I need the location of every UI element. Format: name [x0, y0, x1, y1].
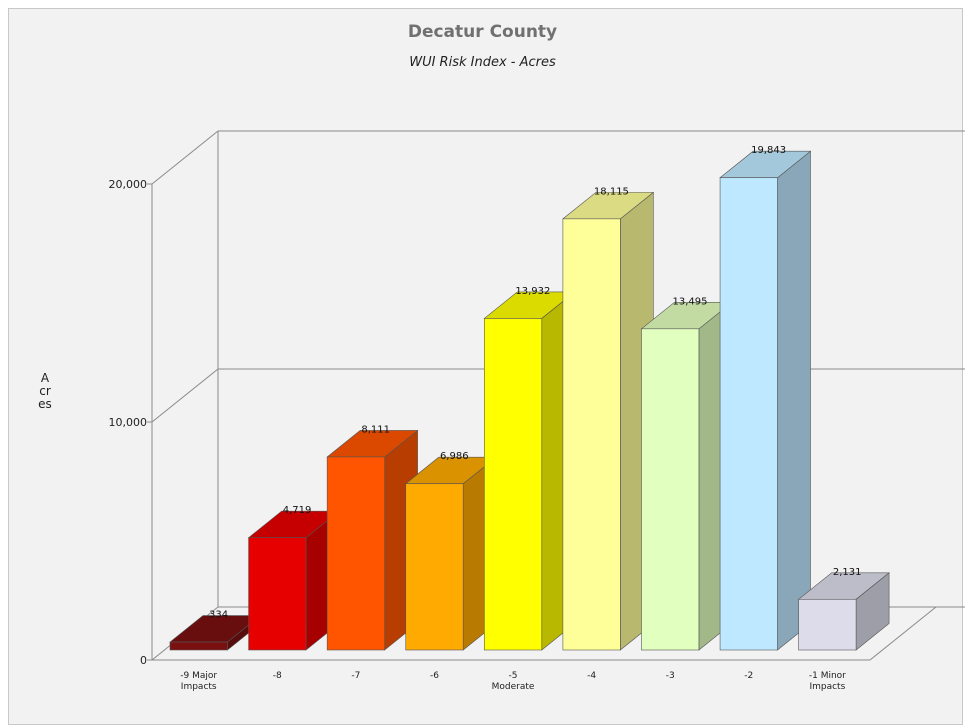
bar-3: 8,111 [326, 424, 419, 651]
y-axis-label: Acres [38, 371, 52, 411]
bar-front [248, 537, 307, 651]
data-label: 8,111 [361, 424, 390, 435]
x-tick-label: -9 Major Impacts [180, 671, 217, 692]
bar-front [798, 598, 857, 651]
x-tick-label: -5 Moderate [492, 671, 535, 692]
x-tick-label: -2 [744, 671, 753, 681]
y-tick-label: 0 [140, 654, 147, 667]
y-tick-label: 10,000 [109, 416, 148, 429]
x-tick-label: -7 [351, 671, 360, 681]
chart-subtitle: WUI Risk Index - Acres [409, 55, 556, 70]
data-label: 19,843 [751, 145, 786, 156]
x-tick-label: -3 [666, 671, 675, 681]
bar-side [777, 150, 811, 651]
bar-9: 2,131 [797, 567, 890, 651]
data-label: 334 [209, 610, 228, 621]
bar-6: 18,115 [562, 186, 655, 651]
y-tick-label: 20,000 [109, 178, 148, 191]
chart-title: Decatur County [407, 22, 558, 42]
floor-right-edge [869, 606, 937, 661]
x-tick-label: -1 Minor Impacts [809, 671, 846, 692]
gridline-side [151, 130, 219, 185]
bar-front [641, 328, 700, 651]
x-axis-ticks: -9 Major Impacts -8 -7 -6 -5 Moderate -4 -3 -2 -1 … [180, 671, 846, 692]
y-axis-ticks: 0 10,000 20,000 [109, 178, 148, 667]
x-tick-label: -8 [273, 671, 282, 681]
data-label: 13,932 [515, 286, 550, 297]
bar-front [719, 177, 778, 651]
bar-front [484, 318, 543, 651]
bar-front [326, 456, 385, 651]
bar-front [169, 641, 228, 651]
bar-1: 334 [169, 610, 262, 651]
bar-2: 4,719 [247, 505, 340, 651]
chart-bars: 334 4,719 8,111 6,986 13,932 18,115 13,495 19,8… [169, 145, 890, 651]
bar-4: 6,986 [404, 451, 498, 651]
chart-walls [147, 130, 965, 661]
data-label: 18,115 [594, 186, 629, 197]
bar-8: 19,843 [719, 145, 812, 651]
data-label: 2,131 [833, 567, 862, 578]
bar-5: 13,932 [483, 286, 576, 651]
x-tick-label: -4 [587, 671, 596, 681]
gridline-side [151, 368, 219, 423]
data-label: 4,719 [283, 505, 312, 516]
bar-7: 13,495 [640, 296, 733, 651]
data-label: 6,986 [440, 451, 469, 462]
x-tick-label: -6 [430, 671, 439, 681]
bar-front [405, 483, 464, 651]
bar-front [562, 218, 621, 651]
data-label: 13,495 [673, 296, 708, 307]
